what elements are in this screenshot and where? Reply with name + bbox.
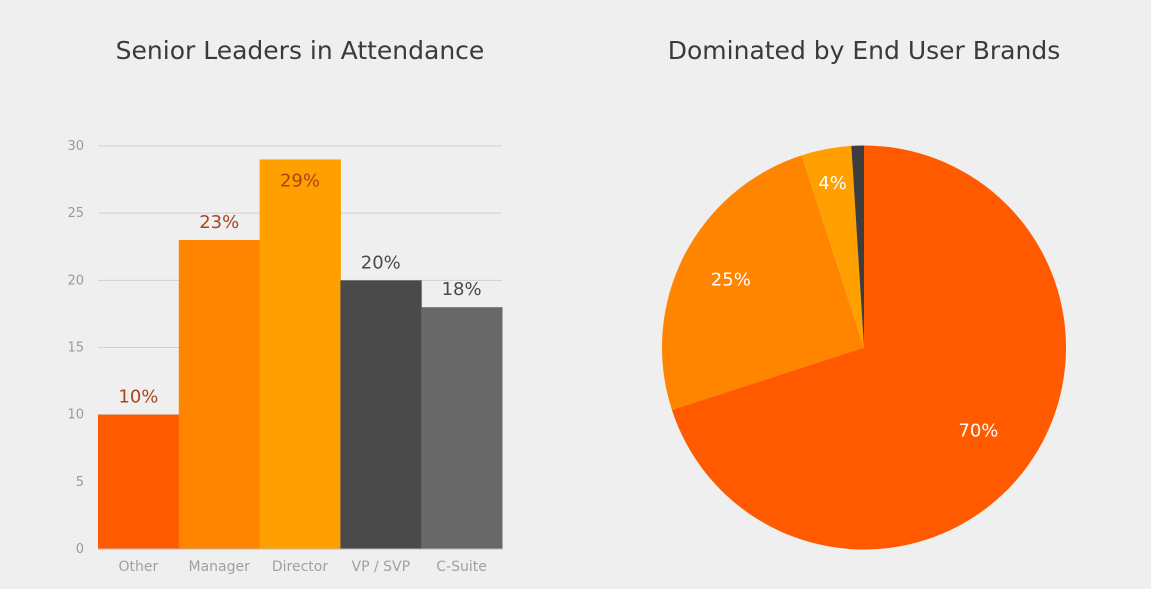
- bar: [421, 307, 503, 549]
- bar-data-label: 20%: [361, 252, 401, 273]
- bar-chart-title: Senior Leaders in Attendance: [115, 36, 485, 65]
- x-category-label: Director: [272, 559, 328, 575]
- pie-chart-title: Dominated by End User Brands: [667, 36, 1061, 65]
- pie-slice-label: 4%: [818, 173, 847, 194]
- x-category-label: VP / SVP: [352, 559, 411, 575]
- bar: [259, 159, 341, 549]
- bar-data-label: 29%: [280, 170, 320, 191]
- y-tick-label: 15: [67, 341, 84, 356]
- pie-slice-label: 25%: [711, 270, 751, 291]
- bar: [178, 240, 261, 550]
- y-tick-label: 0: [76, 542, 84, 557]
- bar-data-label: 10%: [118, 387, 158, 408]
- pie-slice: [662, 155, 864, 410]
- bar-chart: 0 5 10 15 20 25 30 10% Other 23% Manager 29% Directo…: [67, 139, 503, 575]
- x-category-label: C-Suite: [436, 559, 487, 575]
- pie-chart: 70% 25% 4%: [662, 145, 1066, 550]
- y-tick-label: 5: [76, 475, 84, 490]
- bar: [340, 280, 422, 549]
- y-tick-label: 20: [67, 273, 84, 288]
- pie-slice: [801, 145, 864, 348]
- x-category-label: Other: [119, 559, 159, 575]
- x-category-label: Manager: [189, 559, 251, 575]
- pie-slice-label: 70%: [958, 421, 998, 442]
- bar-data-label: 18%: [442, 279, 482, 300]
- y-tick-label: 10: [67, 408, 84, 423]
- bar-data-label: 23%: [199, 212, 239, 233]
- y-tick-label: 25: [67, 206, 84, 221]
- pie-slice: [851, 145, 864, 348]
- bar: [98, 414, 180, 549]
- y-tick-label: 30: [67, 139, 84, 154]
- pie-slice: [671, 145, 1066, 550]
